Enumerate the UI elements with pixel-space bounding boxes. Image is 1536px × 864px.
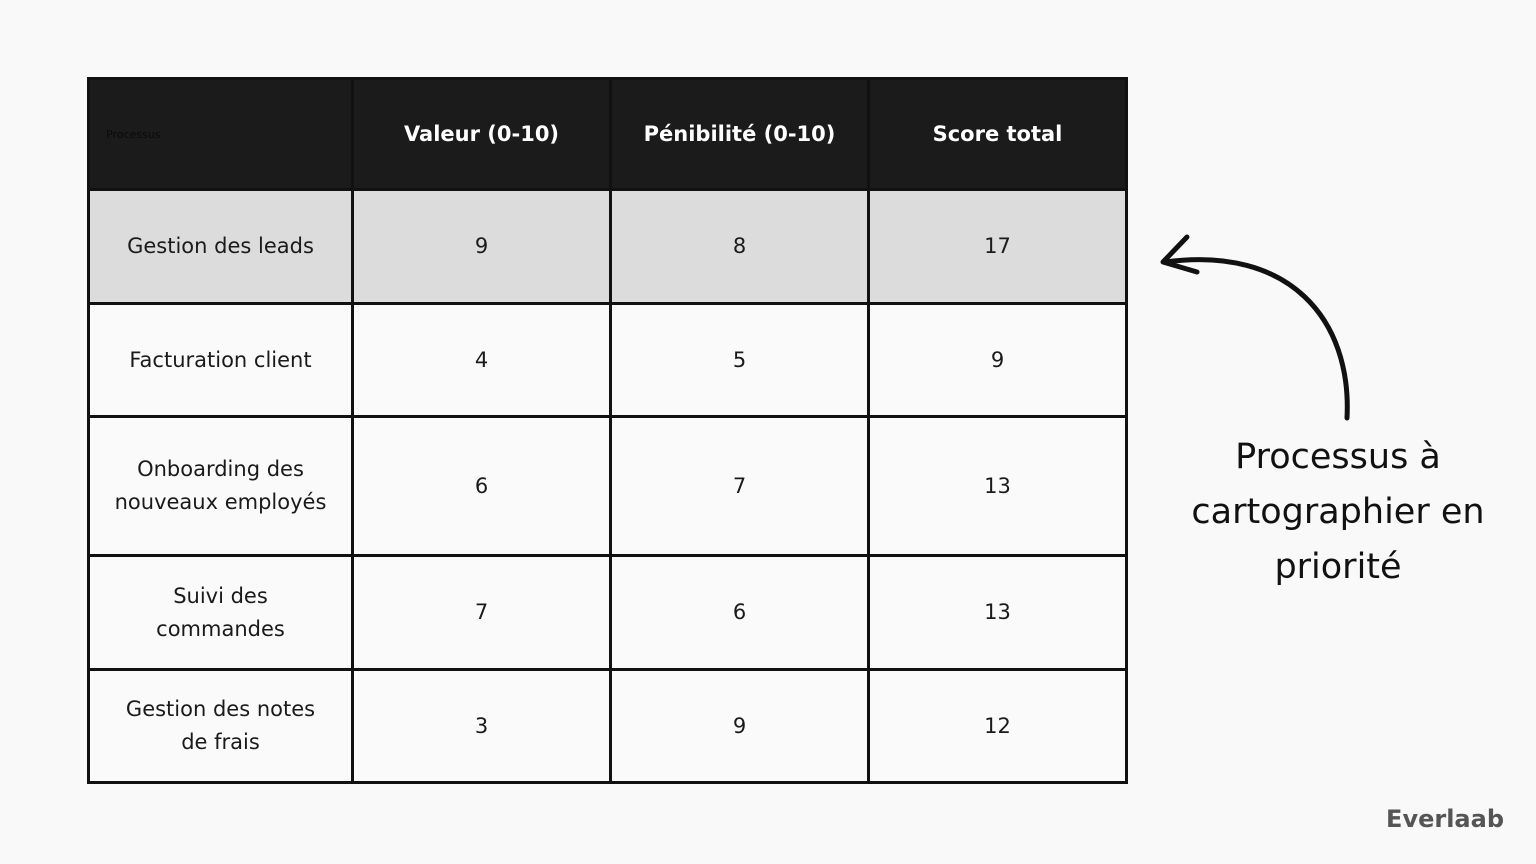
cell-process: Gestion des leads (87, 188, 354, 305)
table-header-row: Processus Valeur (0-10) Pénibilité (0-10… (87, 77, 1128, 191)
cell-valeur: 6 (351, 415, 612, 557)
cell-penibilite: 7 (609, 415, 870, 557)
cell-score: 17 (867, 188, 1128, 305)
priority-annotation: Processus à cartographier en priorité (1191, 437, 1485, 587)
cell-score: 9 (867, 302, 1128, 418)
cell-valeur: 4 (351, 302, 612, 418)
everlaab-logo: Everlaab (1386, 805, 1504, 833)
header-score: Score total (867, 77, 1128, 191)
header-penibilite: Pénibilité (0-10) (609, 77, 870, 191)
table-row: Gestion des notes de frais 3 9 12 (87, 668, 1128, 784)
cell-valeur: 3 (351, 668, 612, 784)
table-row: Onboarding des nouveaux employés 6 7 13 (87, 415, 1128, 557)
table-row: Suivi des commandes 7 6 13 (87, 554, 1128, 671)
cell-valeur: 7 (351, 554, 612, 671)
cell-score: 13 (867, 554, 1128, 671)
header-valeur: Valeur (0-10) (351, 77, 612, 191)
cell-score: 12 (867, 668, 1128, 784)
cell-process: Facturation client (87, 302, 354, 418)
cell-process: Gestion des notes de frais (87, 668, 354, 784)
cell-penibilite: 8 (609, 188, 870, 305)
table-row: Gestion des leads 9 8 17 (87, 188, 1128, 305)
cell-process: Suivi des commandes (87, 554, 354, 671)
cell-penibilite: 9 (609, 668, 870, 784)
table-row: Facturation client 4 5 9 (87, 302, 1128, 418)
cell-penibilite: 5 (609, 302, 870, 418)
priority-table: Processus Valeur (0-10) Pénibilité (0-10… (87, 77, 1128, 784)
cell-process: Onboarding des nouveaux employés (87, 415, 354, 557)
cell-valeur: 9 (351, 188, 612, 305)
cell-penibilite: 6 (609, 554, 870, 671)
header-processus: Processus (87, 77, 354, 191)
cell-score: 13 (867, 415, 1128, 557)
